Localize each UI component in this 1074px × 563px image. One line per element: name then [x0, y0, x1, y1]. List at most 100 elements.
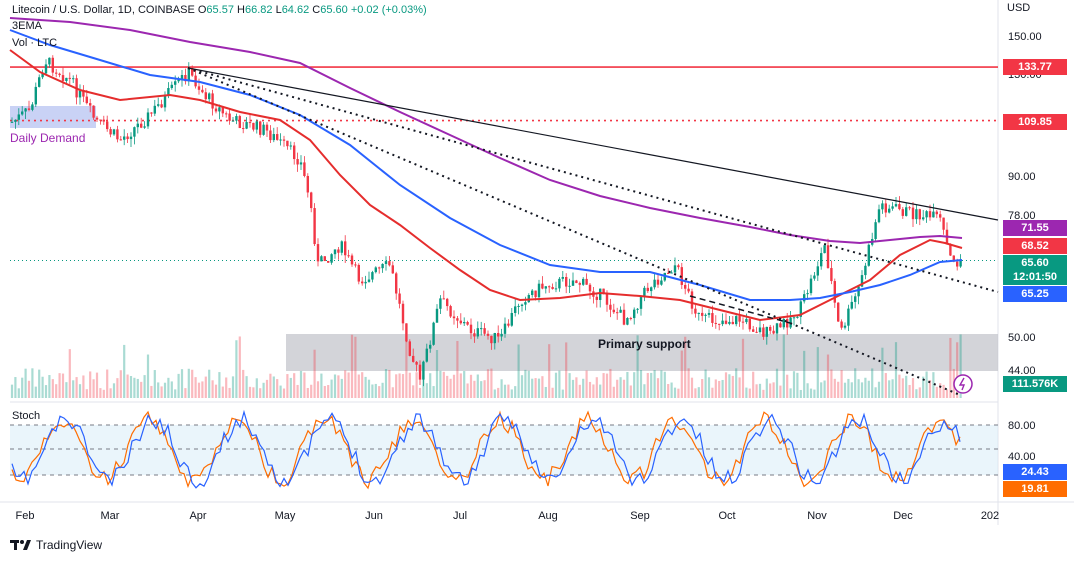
candle-body [731, 321, 734, 325]
volume-bar [514, 386, 517, 398]
volume-bar [497, 387, 500, 398]
candle-body [660, 280, 663, 285]
low-value: 64.62 [281, 4, 310, 16]
candle-body [327, 260, 330, 263]
candle-body [51, 57, 54, 73]
volume-bar [167, 377, 170, 398]
volume-bar [534, 378, 537, 398]
volume-bar [922, 376, 925, 398]
candle-body [289, 145, 292, 147]
volume-bar [405, 340, 408, 398]
candle-body [704, 314, 707, 316]
volume-bar [541, 376, 544, 398]
candle-body [806, 293, 809, 295]
candle-body [918, 209, 921, 220]
volume-bar [857, 379, 860, 398]
volume-bar [225, 377, 228, 398]
tradingview-brand[interactable]: TradingView [10, 538, 102, 552]
candle-body [670, 272, 673, 274]
candle-body [847, 308, 850, 326]
candle-body [24, 108, 27, 112]
candle-body [599, 288, 602, 300]
candle-body [320, 256, 323, 262]
candle-body [286, 140, 289, 147]
candle-body [435, 308, 439, 323]
volume-bar [714, 379, 717, 398]
candle-body [643, 287, 646, 298]
stoch-tag: 24.43 [1003, 464, 1067, 480]
trendline-dotted-lower [187, 67, 961, 396]
stoch-d-line [11, 410, 961, 490]
candle-body [639, 297, 643, 309]
volume-bar [75, 377, 78, 398]
volume-legend[interactable]: Vol · LTC [12, 37, 58, 49]
volume-bar [10, 384, 14, 398]
candle-body [146, 112, 150, 127]
volume-bar [490, 368, 493, 398]
trendline-dotted-upper [187, 67, 999, 293]
candle-body [877, 209, 881, 223]
candle-body [490, 335, 493, 344]
candle-body [123, 136, 126, 140]
volume-bar [707, 377, 711, 398]
volume-bar [507, 384, 510, 398]
candle-body [864, 265, 867, 276]
candle-body [456, 318, 459, 321]
volume-bar [38, 369, 41, 398]
volume-bar [463, 371, 466, 398]
time-axis-tick: Sep [630, 510, 650, 522]
volume-bar [592, 384, 595, 398]
candle-body [153, 105, 156, 114]
candle-body [741, 321, 745, 323]
candle-body [891, 206, 894, 209]
ema-legend[interactable]: 3EMA [12, 20, 42, 32]
candle-body [894, 204, 898, 207]
volume-bar [888, 380, 891, 398]
candle-body [245, 122, 248, 129]
stoch-legend[interactable]: Stoch [12, 410, 41, 422]
candle-body [697, 312, 700, 314]
candle-body [500, 333, 503, 337]
price-tag: 12:01:50 [1003, 269, 1067, 285]
volume-bar [867, 380, 870, 398]
candle-body [939, 214, 942, 218]
candle-body [340, 241, 343, 253]
volume-bar [813, 389, 816, 398]
volume-bar [296, 384, 299, 398]
volume-bar [847, 378, 850, 398]
volume-bar [95, 372, 99, 398]
volume-bar [435, 349, 439, 398]
time-axis-tick: Dec [893, 510, 913, 522]
candle-body [469, 324, 473, 334]
volume-bar [248, 386, 252, 398]
candle-body [418, 364, 422, 380]
candle-body [282, 139, 286, 141]
candle-body [765, 326, 768, 337]
candle-body [381, 263, 384, 269]
volume-bar [153, 370, 156, 398]
candle-body [10, 121, 14, 123]
volume-bar [792, 371, 796, 398]
candle-body [826, 245, 830, 269]
candle-body [58, 73, 61, 76]
volume-bars [10, 334, 962, 398]
candle-body [259, 121, 262, 135]
candle-body [106, 121, 109, 130]
candle-body [384, 261, 388, 264]
candle-body [116, 129, 119, 140]
candle-body [507, 323, 510, 326]
candle-body [252, 122, 255, 130]
volume-bar [554, 372, 558, 398]
candle-body [126, 136, 129, 140]
volume-bar [146, 354, 150, 398]
volume-bar [826, 354, 830, 398]
volume-bar [72, 380, 75, 398]
candle-body [480, 328, 483, 330]
volume-bar [517, 344, 520, 398]
candle-body [442, 298, 445, 300]
volume-bar [633, 372, 636, 398]
candle-body [544, 286, 547, 289]
candle-body [208, 93, 211, 100]
close-value: 65.60 [320, 4, 348, 16]
